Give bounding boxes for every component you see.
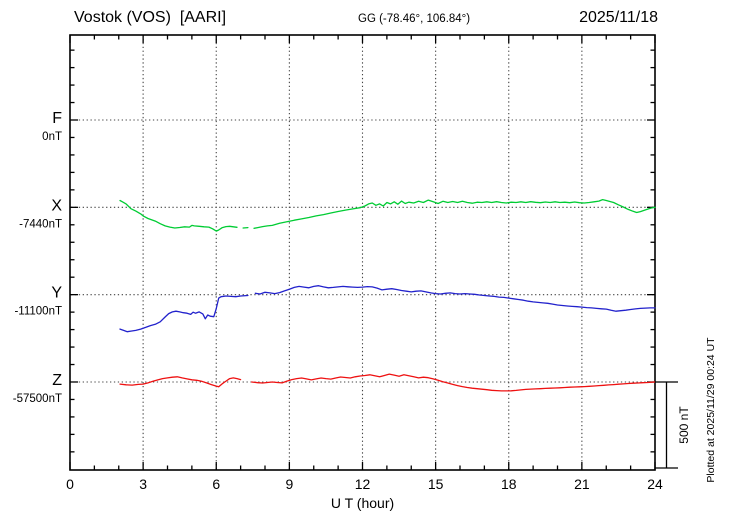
trace-X [253,198,656,229]
series-baseline-value-Z: -57500nT [13,393,62,405]
x-tick-label: 18 [501,476,517,492]
plot-date: 2025/11/18 [579,9,658,26]
plot-frame [69,34,656,471]
series-letter-Z: Z [52,372,62,389]
trace-Y [254,285,656,312]
series-letter-Y: Y [51,285,62,302]
x-tick-label: 12 [355,476,371,492]
series-baseline-value-X: -7440nT [19,218,62,230]
x-axis-label: U T (hour) [331,495,394,511]
x-tick-label: 9 [285,476,293,492]
trace-X [119,199,238,232]
series-baseline-value-Y: -11100nT [14,306,62,318]
x-tick-label: 0 [66,476,74,492]
plotted-at-timestamp: Plotted at 2025/11/29 00:24 UT [705,337,717,483]
x-tick-label: 3 [139,476,147,492]
geographic-coordinates: GG (-78.46°, 106.84°) [358,13,471,25]
series-letter-F: F [52,110,62,127]
x-tick-label: 15 [428,476,444,492]
series-letter-X: X [51,197,62,214]
trace-Y [119,294,249,333]
x-tick-label: 21 [574,476,590,492]
x-tick-label: 24 [647,476,663,492]
x-tick-label: 6 [212,476,220,492]
trace-Z [119,376,242,388]
trace-Z [250,373,656,392]
scale-bar-label: 500 nT [677,406,691,444]
station-title: Vostok (VOS) [AARI] [74,9,227,26]
series-baseline-value-F: 0nT [42,131,62,143]
